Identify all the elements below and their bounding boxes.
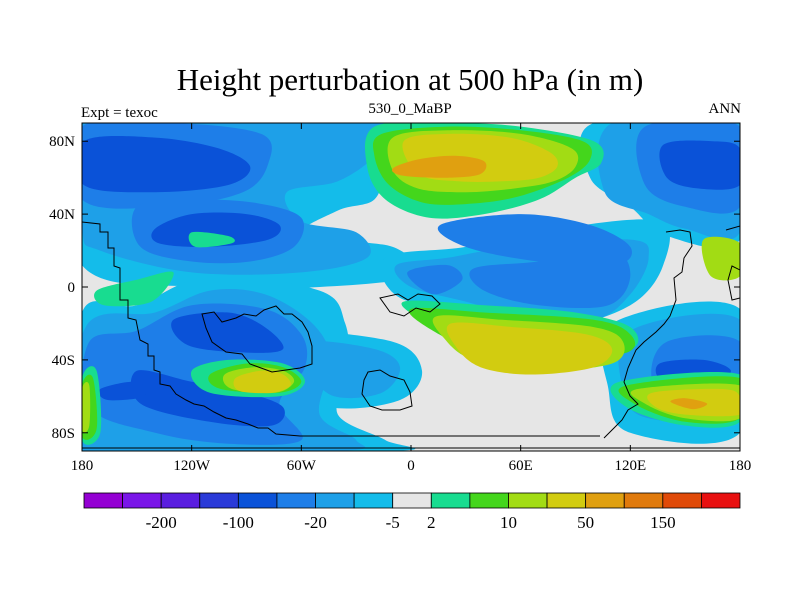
- x-tick-label: 60E: [509, 458, 533, 474]
- colorbar-swatch: [315, 492, 355, 509]
- contour-region: [188, 231, 235, 248]
- y-tick-label: 40N: [49, 207, 75, 223]
- colorbar-swatch: [237, 492, 278, 509]
- y-tick-label: 80N: [49, 134, 75, 150]
- x-tick-label: 120E: [614, 458, 646, 474]
- coastline-africa: [361, 369, 413, 411]
- colorbar-swatch: [546, 492, 587, 509]
- x-tick-label: 120W: [173, 458, 211, 474]
- colorbar-swatch: [276, 492, 316, 509]
- contour-region: [98, 381, 147, 401]
- contour-region: [297, 340, 401, 399]
- colorbar-swatch: [83, 492, 123, 509]
- coastline-west: [82, 221, 600, 437]
- coastline-australia: [603, 229, 693, 439]
- coastline-south-america: [201, 305, 313, 373]
- colorbar-label: -20: [304, 513, 327, 532]
- contour-region: [233, 370, 291, 394]
- y-tick-label: 80S: [52, 426, 75, 442]
- colorbar-swatch: [122, 492, 162, 509]
- colorbar-label: 2: [427, 513, 436, 532]
- colorbar-label: 10: [500, 513, 517, 532]
- coastline-central: [379, 293, 441, 317]
- colorbar-label: -100: [223, 513, 254, 532]
- colorbar-swatch: [508, 492, 548, 509]
- center-label: 530_0_MaBP: [368, 101, 451, 117]
- colorbar-label: -200: [146, 513, 177, 532]
- contour-region: [701, 236, 740, 281]
- contour-region: [407, 264, 463, 295]
- right-label: ANN: [709, 101, 742, 117]
- colorbar-swatch: [623, 492, 664, 509]
- x-tick-label: 180: [729, 458, 752, 474]
- x-tick-label: 0: [407, 458, 415, 474]
- colorbar-swatch: [160, 492, 201, 509]
- colorbar-swatch: [701, 492, 741, 509]
- left-label: Expt = texoc: [81, 105, 158, 121]
- colorbar-swatch: [353, 492, 394, 509]
- contour-region: [171, 312, 284, 353]
- x-tick-label: 180: [71, 458, 94, 474]
- contour-region: [94, 271, 174, 307]
- colorbar-swatch: [469, 492, 509, 509]
- colorbar-swatch: [392, 492, 432, 509]
- colorbar-label: -5: [386, 513, 400, 532]
- colorbar-swatch: [199, 492, 239, 509]
- colorbar-swatch: [430, 492, 471, 509]
- contour-region: [437, 214, 632, 267]
- coastline-east: [725, 225, 740, 301]
- colorbar-swatch: [662, 492, 702, 509]
- contour-region: [670, 398, 708, 410]
- colorbar-label: 150: [650, 513, 676, 532]
- x-tick-label: 60W: [287, 458, 317, 474]
- contour-field: [82, 123, 740, 451]
- contour-region: [82, 136, 251, 193]
- axes: 180 120W 60W 0 60E 120E 180 80N 40N 0 40S 80S: [49, 123, 751, 474]
- contour-region: [446, 322, 613, 375]
- colorbar-swatch: [585, 492, 625, 509]
- contour-region: [659, 140, 740, 190]
- contour-region: [130, 370, 285, 427]
- y-tick-label: 0: [68, 280, 76, 296]
- y-tick-label: 40S: [52, 353, 75, 369]
- chart-title: Height perturbation at 500 hPa (in m): [177, 62, 644, 97]
- contour-region: [82, 381, 91, 433]
- colorbar: -200 -100 -20 -5 2 10 50 150: [83, 492, 741, 532]
- colorbar-label: 50: [577, 513, 594, 532]
- contour-region: [151, 212, 281, 248]
- contour-region: [392, 155, 487, 178]
